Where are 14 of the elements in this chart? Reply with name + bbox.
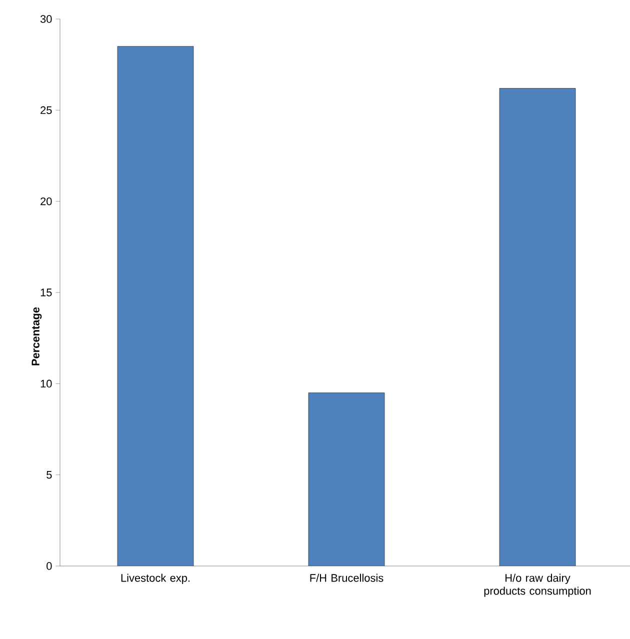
x-tick-label: Livestock exp. xyxy=(121,574,190,584)
y-axis-title: Percentage xyxy=(32,307,42,366)
y-tick-label: 10 xyxy=(40,380,52,388)
y-tick-label: 0 xyxy=(46,562,52,570)
x-tick-label: F/H Brucellosis xyxy=(310,574,384,582)
y-tick-label: 30 xyxy=(40,15,52,23)
y-tick-label: 25 xyxy=(40,106,52,114)
bar xyxy=(499,88,576,566)
bar xyxy=(117,46,194,566)
y-tick-label: 15 xyxy=(40,288,52,296)
y-tick-label: 5 xyxy=(46,471,52,479)
bar xyxy=(308,392,385,566)
x-tick-label: H/o raw dairy products consumption xyxy=(484,574,591,597)
y-tick-label: 20 xyxy=(40,197,52,206)
